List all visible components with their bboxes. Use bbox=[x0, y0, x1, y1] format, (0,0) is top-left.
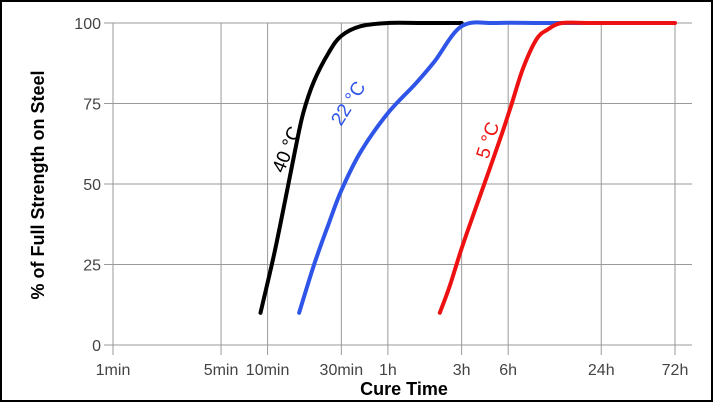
y-tick-label: 25 bbox=[83, 258, 101, 275]
x-tick-label: 1h bbox=[379, 362, 397, 379]
y-tick-label: 0 bbox=[92, 338, 101, 355]
x-tick-label: 6h bbox=[499, 362, 517, 379]
x-tick-label: 72h bbox=[662, 362, 689, 379]
x-tick-label: 3h bbox=[453, 362, 471, 379]
x-tick-label: 24h bbox=[588, 362, 615, 379]
y-axis-title: % of Full Strength on Steel bbox=[28, 71, 48, 300]
tick-labels: 1min 5min 10min 30min 1h 3h 6h 24h 72h 0 25 50 75 100 bbox=[74, 16, 688, 379]
x-axis-title: Cure Time bbox=[360, 379, 448, 399]
x-tick-label: 10min bbox=[246, 362, 290, 379]
series-line-2 bbox=[297, 20, 604, 315]
series-lines bbox=[258, 20, 677, 315]
y-tick-label: 50 bbox=[83, 177, 101, 194]
series-line-1 bbox=[258, 20, 464, 315]
x-tick-label: 5min bbox=[204, 362, 239, 379]
x-tick-label: 30min bbox=[320, 362, 364, 379]
x-tick-label: 1min bbox=[96, 362, 131, 379]
y-tick-label: 100 bbox=[74, 16, 101, 33]
series-line-3 bbox=[437, 20, 677, 315]
y-tick-label: 75 bbox=[83, 97, 101, 114]
